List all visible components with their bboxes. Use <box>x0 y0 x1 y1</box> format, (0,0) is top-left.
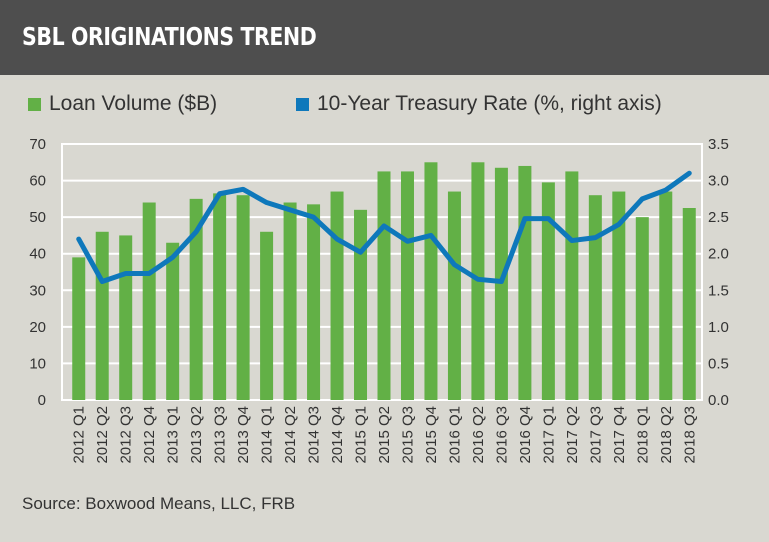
bar-2013-q3 <box>213 193 227 400</box>
x-tick-label: 2012 Q3 <box>118 406 135 464</box>
bar-2016-q1 <box>447 191 461 400</box>
x-tick-label: 2016 Q1 <box>446 406 463 464</box>
y-right-tick-label: 1.5 <box>708 282 729 299</box>
legend-item-treasury-rate: 10-Year Treasury Rate (%, right axis) <box>296 92 662 116</box>
x-tick-label: 2013 Q4 <box>235 406 252 464</box>
source-note: Source: Boxwood Means, LLC, FRB <box>22 494 296 513</box>
x-tick-label: 2015 Q2 <box>376 406 393 464</box>
y-left-tick-label: 50 <box>29 209 46 226</box>
bar-2018-q3 <box>682 208 696 400</box>
y-right-tick-label: 2.0 <box>708 246 729 263</box>
y-right-tick-label: 1.0 <box>708 319 729 336</box>
bar-2012-q4 <box>142 202 156 400</box>
y-right-tick-label: 3.0 <box>708 173 729 190</box>
x-tick-label: 2018 Q3 <box>681 406 698 464</box>
x-tick-label: 2018 Q1 <box>634 406 651 464</box>
x-tick-label: 2015 Q1 <box>353 406 370 464</box>
legend-swatch-green <box>28 97 41 111</box>
x-tick-label: 2013 Q1 <box>165 406 182 464</box>
bar-2013-q1 <box>166 242 180 400</box>
bar-2016-q4 <box>518 165 532 400</box>
y-left-tick-label: 0 <box>38 392 46 409</box>
legend-item-loan-volume: Loan Volume ($B) <box>28 92 217 116</box>
bar-2012-q1 <box>72 257 86 400</box>
y-right-tick-label: 0.0 <box>708 392 729 409</box>
legend-label: 10-Year Treasury Rate (%, right axis) <box>317 92 662 115</box>
chart-title: SBL ORIGINATIONS TREND <box>22 22 317 51</box>
bar-2014-q1 <box>260 231 274 400</box>
bar-2015-q2 <box>377 171 391 400</box>
bar-2014-q2 <box>283 202 297 400</box>
x-tick-label: 2012 Q4 <box>141 406 158 464</box>
bar-2014-q3 <box>307 204 321 400</box>
bar-2017-q4 <box>612 191 626 400</box>
x-tick-label: 2018 Q2 <box>658 406 675 464</box>
bar-2013-q4 <box>236 195 250 400</box>
bar-2012-q2 <box>95 231 109 400</box>
bar-2015-q4 <box>424 162 438 400</box>
y-right-tick-label: 0.5 <box>708 355 729 372</box>
bar-2018-q2 <box>659 191 673 400</box>
x-tick-label: 2015 Q3 <box>399 406 416 464</box>
x-tick-label: 2014 Q4 <box>329 406 346 464</box>
x-tick-label: 2016 Q3 <box>493 406 510 464</box>
x-tick-label: 2014 Q3 <box>306 406 323 464</box>
bar-2017-q1 <box>541 182 555 400</box>
y-left-tick-label: 60 <box>29 173 46 190</box>
x-tick-label: 2016 Q2 <box>470 406 487 464</box>
y-right-tick-label: 2.5 <box>708 209 729 226</box>
x-tick-label: 2013 Q3 <box>212 406 229 464</box>
bar-2014-q4 <box>330 191 344 400</box>
x-tick-label: 2017 Q3 <box>587 406 604 464</box>
x-tick-label: 2016 Q4 <box>517 406 534 464</box>
y-left-tick-label: 30 <box>29 282 46 299</box>
y-left-tick-label: 20 <box>29 319 46 336</box>
x-tick-label: 2013 Q2 <box>188 406 205 464</box>
bar-2017-q3 <box>588 195 602 400</box>
x-tick-label: 2017 Q1 <box>540 406 557 464</box>
bar-2017-q2 <box>565 171 579 400</box>
y-right-tick-label: 3.5 <box>708 136 729 153</box>
bar-2018-q1 <box>635 217 649 400</box>
bar-2015-q3 <box>400 171 414 400</box>
x-tick-label: 2014 Q2 <box>282 406 299 464</box>
x-tick-label: 2014 Q1 <box>259 406 276 464</box>
x-tick-label: 2017 Q4 <box>611 406 628 464</box>
x-tick-label: 2015 Q4 <box>423 406 440 464</box>
legend-swatch-blue <box>296 97 309 111</box>
x-tick-label: 2017 Q2 <box>564 406 581 464</box>
y-left-tick-label: 10 <box>29 355 46 372</box>
header-bar: SBL ORIGINATIONS TREND <box>0 0 769 75</box>
bar-2015-q1 <box>354 209 368 400</box>
y-left-tick-label: 40 <box>29 246 46 263</box>
bar-2013-q2 <box>189 198 203 400</box>
legend-label: Loan Volume ($B) <box>49 92 218 115</box>
x-tick-label: 2012 Q2 <box>94 406 111 464</box>
y-left-tick-label: 70 <box>29 136 46 153</box>
x-tick-label: 2012 Q1 <box>71 406 88 464</box>
bar-2012-q3 <box>119 235 133 400</box>
